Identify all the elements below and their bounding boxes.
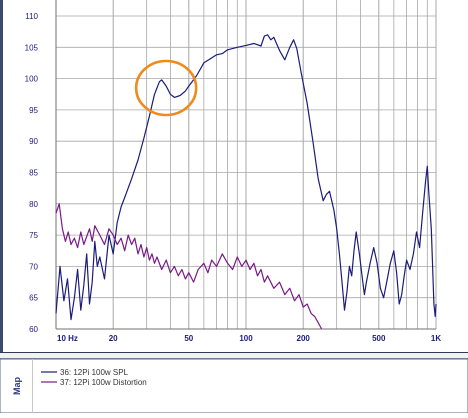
y-tick-label: 85 <box>29 169 38 178</box>
y-axis-ticks: 60 65 70 75 80 85 90 95 100 105 110 <box>25 12 39 334</box>
y-tick-label: 70 <box>29 262 38 271</box>
legend-label: 37: 12Pi 100w Distortion <box>60 378 147 387</box>
y-tick-label: 105 <box>25 43 39 52</box>
y-tick-label: 95 <box>29 106 38 115</box>
x-tick-label: 10 Hz <box>57 334 78 343</box>
y-tick-label: 65 <box>29 294 38 303</box>
y-tick-label: 100 <box>25 75 39 84</box>
x-tick-label: 500 <box>372 334 386 343</box>
x-tick-label: 50 <box>184 334 193 343</box>
legend-label: 36: 12Pi 100w SPL <box>60 368 129 377</box>
y-tick-label: 75 <box>29 231 38 240</box>
left-border <box>0 0 3 356</box>
x-axis-ticks: 10 Hz 20 50 100 200 500 1K <box>57 334 441 343</box>
y-tick-label: 90 <box>29 137 38 146</box>
y-tick-label: 60 <box>29 325 38 334</box>
annotation-layer <box>134 59 198 117</box>
y-tick-label: 80 <box>29 200 38 209</box>
y-tick-label: 110 <box>25 12 38 21</box>
map-tab-label[interactable]: Map <box>12 376 22 395</box>
x-tick-label: 100 <box>239 334 253 343</box>
x-tick-label: 1K <box>431 334 441 343</box>
x-tick-label: 20 <box>109 334 118 343</box>
series-layer <box>55 34 437 330</box>
panel-separator <box>0 352 468 359</box>
x-tick-label: 200 <box>297 334 311 343</box>
highlight-circle <box>134 59 198 117</box>
distortion-series-line <box>55 203 323 330</box>
spl-series-line <box>55 34 437 321</box>
